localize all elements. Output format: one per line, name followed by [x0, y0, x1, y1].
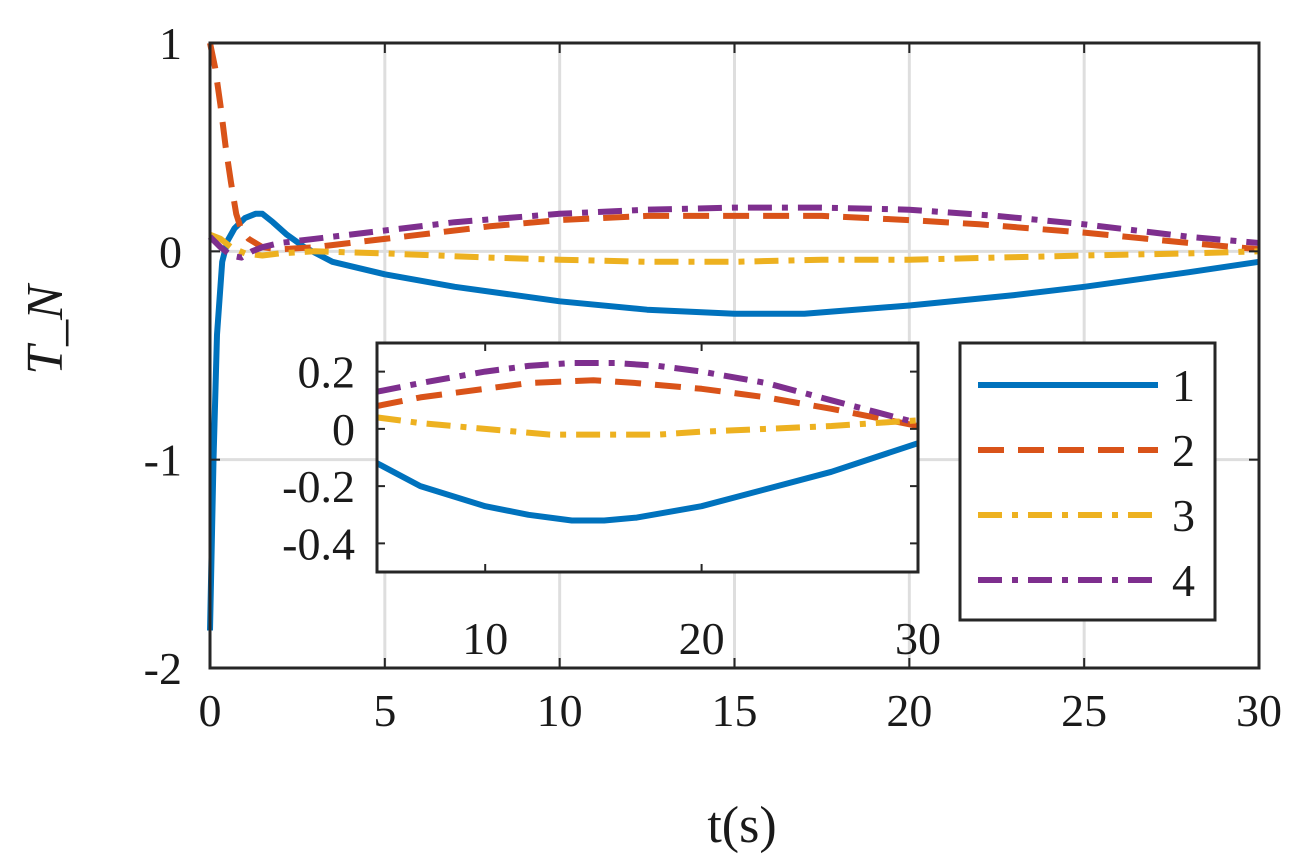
main-plot-frame — [208, 41, 1261, 670]
inset-background — [377, 343, 918, 572]
legend-box — [958, 341, 1217, 622]
inset-series-2-line — [376, 377, 919, 429]
inset-series-3-line — [376, 414, 919, 438]
main-x-tick-label: 15 — [712, 685, 758, 736]
main-x-tick-label: 0 — [199, 685, 222, 736]
inset-series-4-line — [376, 360, 919, 427]
main-series-3-line — [208, 231, 1260, 265]
legend-label-4: 4 — [1172, 555, 1195, 606]
main-y-tick-label: -2 — [144, 643, 182, 694]
inset-y-tick-label: 0 — [332, 404, 355, 455]
main-x-tick-label: 10 — [537, 685, 583, 736]
main-y-tick-label: 1 — [159, 18, 182, 69]
main-x-tick-label: 5 — [373, 685, 396, 736]
inset-y-ticks: -0.4 -0.2 0 0.2 — [282, 347, 918, 569]
inset-y-tick-label: -0.4 — [282, 518, 355, 569]
inset-x-ticks: 10 20 30 — [462, 343, 941, 664]
main-series-4-line — [207, 204, 1260, 261]
legend: 1 2 3 4 — [958, 341, 1217, 622]
inset-series-group — [375, 360, 919, 524]
legend-items: 1 2 3 4 — [978, 360, 1195, 606]
main-x-tick-label: 20 — [886, 685, 932, 736]
inset-y-tick-label: -0.2 — [282, 461, 355, 512]
inset-y-tick-label: 0.2 — [298, 347, 356, 398]
x-axis-label: t(s) — [707, 797, 776, 854]
y-axis-label: T_N — [17, 282, 74, 375]
inset-x-tick-label: 30 — [895, 613, 941, 664]
main-series-2-line — [207, 42, 1260, 253]
main-x-tick-label: 30 — [1236, 685, 1282, 736]
main-y-tick-label: 0 — [159, 226, 182, 277]
inset-series-1-line — [375, 440, 919, 524]
main-series-group — [207, 42, 1260, 631]
main-y-tick-label: -1 — [144, 435, 182, 486]
inset-x-tick-label: 20 — [679, 613, 725, 664]
legend-label-1: 1 — [1172, 360, 1195, 411]
inset-x-tick-label: 10 — [462, 613, 508, 664]
legend-label-2: 2 — [1172, 425, 1195, 476]
inset-plot-frame — [375, 341, 920, 574]
main-x-tick-label: 25 — [1061, 685, 1107, 736]
main-y-ticks: -2 -1 0 1 — [144, 18, 1259, 694]
main-x-ticks: 0 5 10 15 20 25 30 — [199, 43, 1282, 736]
legend-label-3: 3 — [1172, 490, 1195, 541]
